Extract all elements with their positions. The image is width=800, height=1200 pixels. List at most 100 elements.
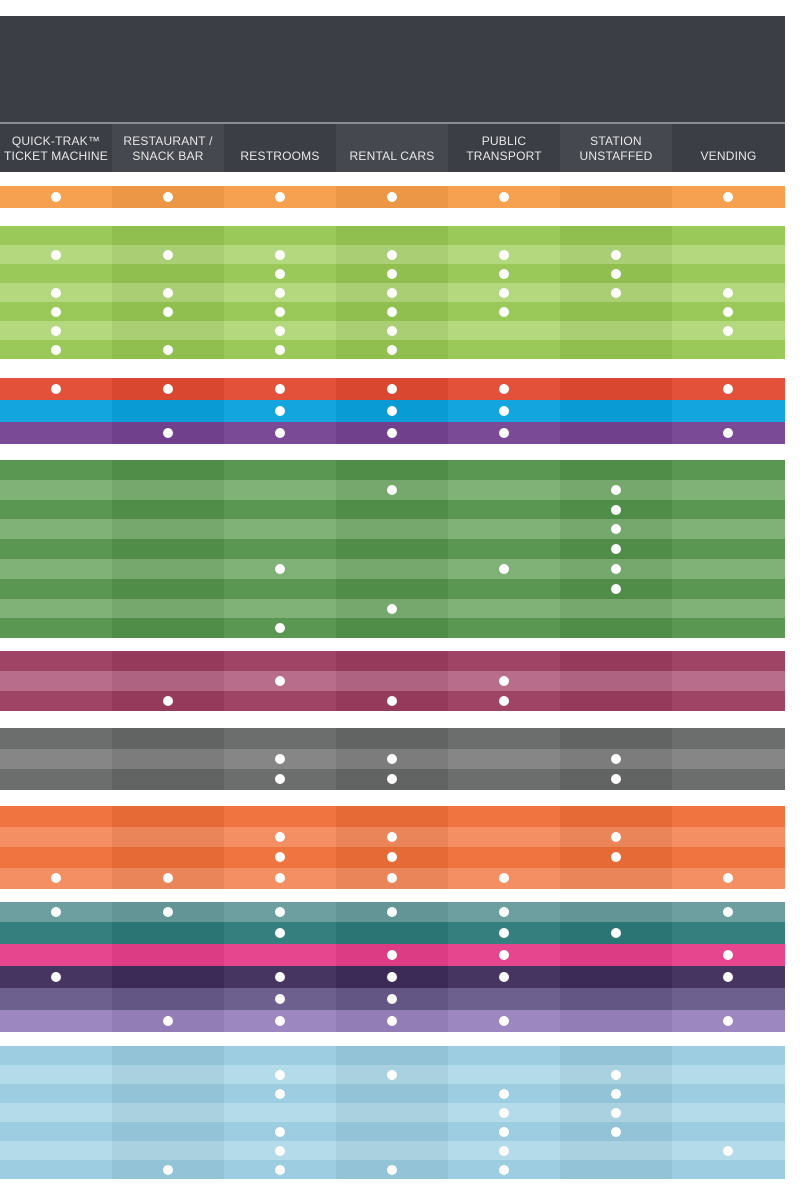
availability-dot <box>499 972 509 982</box>
grid-cell <box>112 1065 224 1084</box>
availability-dot <box>387 325 397 336</box>
grid-cell <box>672 578 785 599</box>
grid-cell <box>0 847 112 868</box>
grid-cell <box>224 806 336 827</box>
availability-dot <box>387 872 397 883</box>
grid-cell <box>224 479 336 500</box>
grid-cell <box>112 400 224 422</box>
grid-cell <box>560 1160 672 1179</box>
grid-cell <box>672 618 785 639</box>
grid-cell <box>336 1046 448 1065</box>
availability-dot <box>387 428 397 438</box>
availability-dot <box>275 907 285 917</box>
grid-cell <box>0 422 112 444</box>
grid-cell <box>0 748 112 770</box>
grid-cell <box>448 728 560 749</box>
availability-dot <box>387 603 397 614</box>
availability-dot <box>275 1145 285 1156</box>
grid-cell <box>336 539 448 560</box>
grid-cell <box>112 671 224 691</box>
availability-dot <box>51 344 61 355</box>
grid-cell <box>112 966 224 988</box>
grid-cell <box>560 422 672 444</box>
grid-cell <box>0 769 112 790</box>
availability-dot <box>723 428 733 438</box>
grid-cell <box>112 922 224 944</box>
grid-cell <box>448 826 560 848</box>
grid-cell <box>448 806 560 827</box>
grid-cell <box>672 806 785 827</box>
grid-cell <box>672 479 785 500</box>
availability-dot <box>499 306 509 317</box>
availability-dot <box>387 287 397 298</box>
grid-cell <box>336 1103 448 1122</box>
availability-dot <box>275 774 285 785</box>
availability-dot <box>387 994 397 1004</box>
availability-dot <box>275 623 285 634</box>
availability-dot <box>163 1016 173 1026</box>
grid-cell <box>560 321 672 340</box>
availability-dot <box>499 268 509 279</box>
availability-dot <box>499 1126 509 1137</box>
grid-cell <box>112 519 224 540</box>
grid-cell <box>336 806 448 827</box>
availability-dot <box>387 831 397 842</box>
grid-cell <box>0 559 112 579</box>
availability-dot <box>275 972 285 982</box>
grid-cell <box>224 728 336 749</box>
grid-cell <box>336 1084 448 1103</box>
grid-cell <box>560 671 672 691</box>
grid-cell <box>336 671 448 691</box>
grid-cell <box>112 988 224 1010</box>
availability-dot <box>387 907 397 917</box>
grid-cell <box>224 1103 336 1122</box>
grid-cell <box>672 226 785 245</box>
grid-cell <box>112 499 224 520</box>
grid-cell <box>0 944 112 966</box>
availability-dot <box>387 950 397 960</box>
availability-dot <box>499 907 509 917</box>
grid-cell <box>672 598 785 619</box>
grid-cell <box>560 944 672 966</box>
availability-dot <box>163 249 173 260</box>
grid-cell <box>0 988 112 1010</box>
availability-dot <box>275 306 285 317</box>
grid-cell <box>0 460 112 480</box>
grid-cell <box>224 539 336 560</box>
availability-dot <box>387 774 397 785</box>
grid-cell <box>224 598 336 619</box>
availability-dot <box>387 306 397 317</box>
grid-cell <box>224 499 336 520</box>
grid-cell <box>448 460 560 480</box>
availability-dot <box>387 268 397 279</box>
availability-dot <box>275 1126 285 1137</box>
grid-cell <box>112 559 224 579</box>
availability-dot <box>499 928 509 938</box>
grid-cell <box>560 902 672 922</box>
grid-cell <box>448 519 560 540</box>
grid-cell <box>672 1046 785 1065</box>
grid-cell <box>0 651 112 671</box>
grid-cell <box>0 1046 112 1065</box>
grid-cell <box>672 400 785 422</box>
grid-cell <box>0 1141 112 1160</box>
grid-cell <box>0 400 112 422</box>
grid-cell <box>0 539 112 560</box>
grid-cell <box>224 578 336 599</box>
column-header-label: STATION UNSTAFFED <box>579 134 653 163</box>
availability-dot <box>275 928 285 938</box>
grid-cell <box>672 1160 785 1179</box>
grid-cell <box>560 691 672 711</box>
grid-cell <box>448 226 560 245</box>
availability-dot <box>611 524 621 535</box>
availability-dot <box>275 563 285 574</box>
availability-dot <box>499 1164 509 1175</box>
availability-dot <box>51 249 61 260</box>
availability-dot <box>51 972 61 982</box>
grid-cell <box>336 559 448 579</box>
availability-dot <box>51 192 61 202</box>
grid-cell <box>112 1046 224 1065</box>
column-header-4: RENTAL CARS <box>336 124 448 172</box>
availability-dot <box>611 504 621 515</box>
grid-cell <box>0 598 112 619</box>
